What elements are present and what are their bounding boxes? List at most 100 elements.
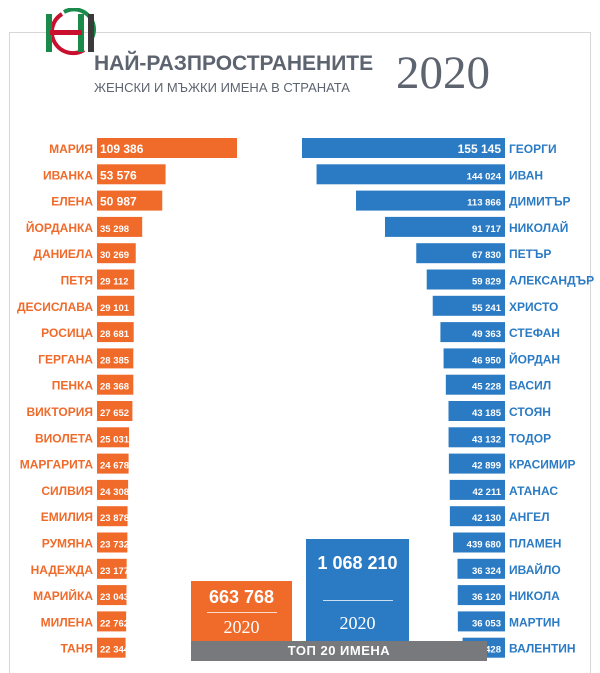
male-name-label: АТАНАС — [509, 484, 558, 498]
female-bar — [97, 453, 129, 474]
female-bar — [97, 348, 134, 369]
male-name-label: ИВАН — [509, 168, 543, 182]
male-value-label: 36 053 — [472, 618, 501, 629]
male-value-label: 43 185 — [472, 408, 502, 419]
female-name-label: МИЛЕНА — [41, 615, 94, 629]
chart-frame — [9, 32, 591, 673]
male-bar — [445, 374, 505, 395]
female-bar — [97, 295, 135, 316]
female-bar — [97, 322, 134, 343]
male-bar — [432, 295, 505, 316]
female-name-label: РУМЯНА — [42, 537, 94, 551]
male-name-label: СТОЯН — [509, 405, 551, 419]
female-value-label: 23 878 — [100, 513, 129, 524]
female-bar — [97, 427, 130, 448]
female-bar — [97, 637, 126, 658]
male-bar — [457, 585, 505, 606]
male-bar — [426, 269, 505, 290]
male-name-label: НИКОЛА — [509, 589, 560, 603]
female-name-label: МАРГАРИТА — [20, 458, 94, 472]
female-value-label: 22 344 — [100, 645, 130, 656]
male-name-label: НИКОЛАЙ — [509, 220, 568, 235]
male-name-label: ПЕТЪР — [509, 247, 551, 261]
female-bar — [97, 374, 134, 395]
male-name-label: ВАЛЕНТИН — [509, 642, 576, 656]
female-value-label: 23 043 — [100, 592, 129, 603]
male-total-box: 1 068 210 2020 — [306, 539, 409, 641]
male-bar — [453, 532, 505, 553]
male-value-label: 49 363 — [472, 329, 501, 340]
female-name-label: ЕЛЕНА — [51, 195, 93, 209]
male-name-label: ВАСИЛ — [509, 379, 551, 393]
female-bar — [97, 243, 136, 264]
female-value-label: 35 298 — [100, 224, 129, 235]
female-bar — [97, 506, 128, 527]
male-value-label: 439 680 — [467, 540, 501, 551]
male-name-label: ГЕОРГИ — [509, 142, 557, 156]
female-name-label: НАДЕЖДА — [31, 563, 94, 577]
male-bar — [443, 348, 505, 369]
male-name-label: ИВАЙЛО — [509, 562, 561, 577]
female-bar — [97, 164, 166, 185]
female-name-label: СИЛВИЯ — [41, 484, 93, 498]
female-value-label: 29 101 — [100, 303, 130, 314]
chart-year: 2020 — [396, 47, 490, 99]
male-value-label: 36 120 — [472, 592, 501, 603]
female-bar — [97, 401, 133, 421]
male-value-label: 36 324 — [472, 566, 502, 577]
male-bar — [448, 427, 505, 448]
male-value-label: 91 717 — [472, 224, 501, 235]
chart-title: НАЙ-РАЗПРОСТРАНЕНИТЕ — [94, 52, 374, 75]
male-value-label: 155 145 — [458, 142, 502, 156]
male-total-value: 1 068 210 — [317, 553, 398, 573]
female-value-label: 53 576 — [100, 168, 137, 182]
female-total-box: 663 768 2020 — [191, 581, 292, 641]
female-bar — [97, 558, 127, 579]
female-bar — [97, 479, 129, 500]
male-bar — [448, 401, 505, 421]
male-name-label: МАРТИН — [509, 615, 560, 629]
male-value-label: 67 830 — [472, 250, 501, 261]
male-value-label: 46 950 — [472, 355, 501, 366]
female-total-year: 2020 — [223, 617, 260, 637]
male-bar — [457, 558, 505, 579]
male-value-label: 144 024 — [467, 171, 502, 182]
female-value-label: 50 987 — [100, 195, 137, 209]
female-name-label: ДАНИЕЛА — [33, 247, 93, 261]
female-name-label: ГЕРГАНА — [38, 352, 93, 366]
male-bar — [316, 164, 505, 185]
male-value-label: 42 130 — [472, 513, 501, 524]
male-name-label: КРАСИМИР — [509, 458, 576, 472]
female-value-label: 109 386 — [100, 142, 144, 156]
female-name-label: ИВАНКА — [43, 168, 93, 182]
male-bar — [457, 611, 505, 632]
nsi-logo — [46, 8, 96, 56]
top-20-caption: ТОП 20 ИМЕНА — [191, 641, 487, 661]
female-bar — [97, 269, 135, 290]
female-value-label: 24 308 — [100, 487, 129, 498]
male-bar — [449, 506, 505, 527]
female-value-label: 23 732 — [100, 540, 129, 551]
female-bar — [97, 138, 237, 158]
female-value-label: 25 031 — [100, 434, 130, 445]
female-name-label: МАРИЙКА — [33, 588, 93, 603]
male-bar — [416, 243, 505, 264]
male-name-label: ПЛАМЕН — [509, 537, 561, 551]
female-bar — [97, 611, 127, 632]
male-name-label: АНГЕЛ — [509, 510, 550, 524]
male-name-label: СТЕФАН — [509, 326, 560, 340]
male-bar — [356, 190, 505, 211]
male-bar — [440, 322, 505, 343]
female-name-label: РОСИЦА — [41, 326, 93, 340]
male-value-label: 113 866 — [467, 198, 501, 209]
male-name-label: ДИМИТЪР — [509, 195, 571, 209]
male-value-label: 45 228 — [472, 382, 501, 393]
male-value-label: 59 829 — [472, 277, 501, 288]
male-value-label: 42 211 — [472, 487, 501, 498]
female-name-label: ЕМИЛИЯ — [41, 510, 93, 524]
male-bar — [384, 216, 505, 237]
female-name-label: ЙОРДАНКА — [26, 220, 93, 235]
female-name-label: ДЕСИСЛАВА — [17, 300, 93, 314]
chart-subtitle: ЖЕНСКИ И МЪЖКИ ИМЕНА В СТРАНАТА — [94, 80, 350, 95]
